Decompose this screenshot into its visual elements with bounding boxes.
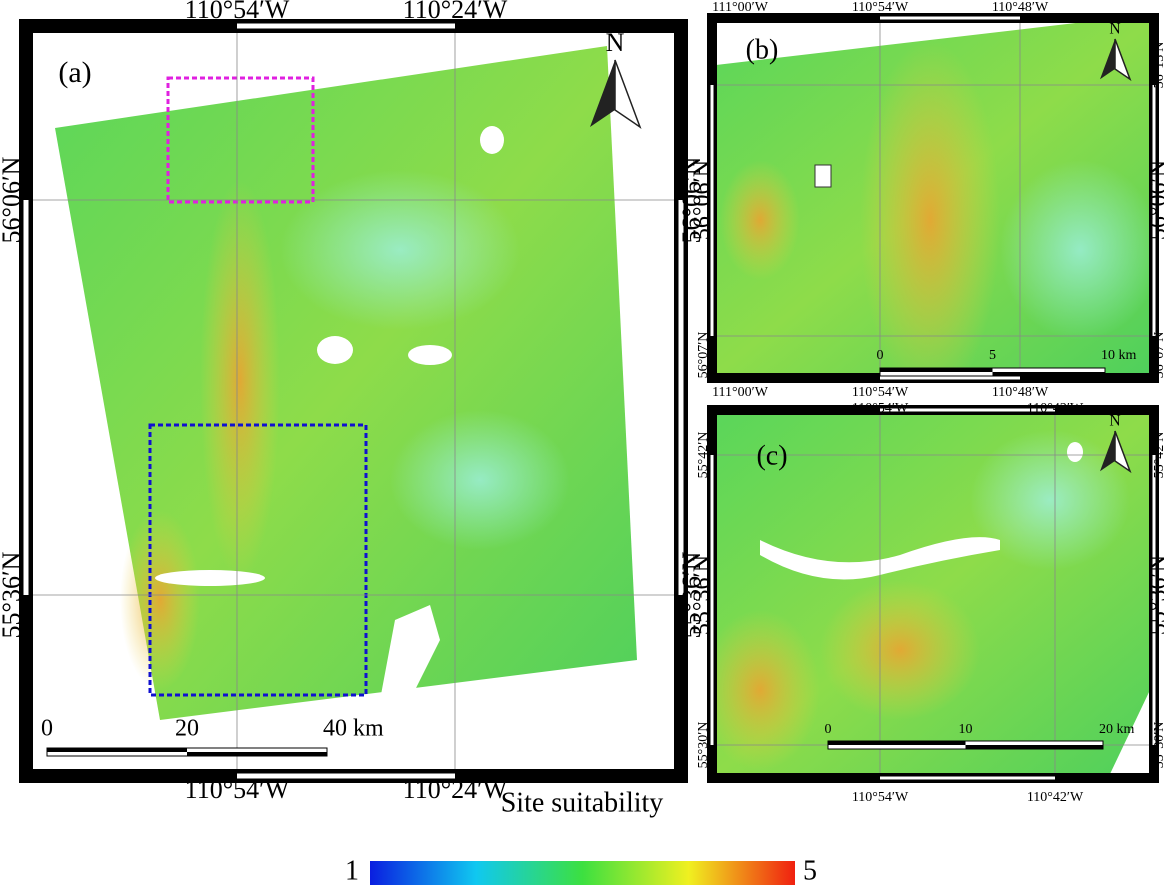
north-arrow — [614, 59, 642, 129]
map-c — [716, 414, 1150, 774]
lat-label: 56°06′N — [1146, 160, 1164, 240]
lat-label: 56°13′N — [1152, 42, 1164, 89]
panel-label: (b) — [746, 34, 779, 65]
lat-label: 55°30′N — [696, 722, 711, 769]
lat-label: 56°06′N — [0, 156, 26, 243]
frame-segment — [237, 23, 455, 29]
frame-segment — [880, 16, 1020, 20]
scale-label: 10 km — [1101, 348, 1137, 363]
lat-label: 55°36′N — [677, 551, 706, 638]
lat-label: 55°36′N — [0, 551, 26, 638]
frame-segment — [880, 408, 1055, 412]
panel: (c) 110°54′W 110°42′W 110°54′W 110°42′W 55°42… — [690, 401, 1164, 805]
map-a — [55, 46, 637, 720]
map-b — [716, 22, 1150, 374]
scale-bar — [965, 745, 1103, 749]
north-arrow — [590, 60, 615, 127]
scale-bar — [47, 748, 187, 752]
lon-label: 110°48′W — [992, 385, 1049, 400]
frame-segment — [237, 773, 455, 779]
scale-bar — [828, 741, 966, 745]
lon-label: 110°54′W — [852, 0, 909, 15]
scale-label: 20 km — [1099, 722, 1135, 737]
colorbar-ramp — [370, 861, 795, 885]
lat-label: 55°42′N — [696, 432, 711, 479]
lat-label: 56°07′N — [1152, 332, 1164, 379]
lon-label: 110°42′W — [1027, 401, 1084, 416]
panel: (b) 111°00′W 110°54′W 110°48′W 111°00′W 110°5… — [690, 0, 1164, 400]
lon-label: 110°54′W — [185, 0, 290, 24]
north-label: N — [606, 28, 625, 57]
colorbar-max: 5 — [803, 855, 817, 886]
panel-label: (a) — [58, 56, 91, 89]
lon-label: 110°24′W — [403, 0, 508, 24]
scale-label: 5 — [989, 348, 996, 363]
lat-label: 56°06′N — [677, 156, 706, 243]
lon-label: 111°00′W — [712, 385, 769, 400]
scale-bar — [187, 752, 327, 756]
scale-label: 0 — [825, 722, 832, 737]
north-label: N — [1109, 413, 1120, 430]
north-arrow — [1114, 38, 1132, 82]
lat-label: 56°07′N — [696, 332, 711, 379]
colorbar-min: 1 — [345, 855, 359, 886]
scale-label: 0 — [41, 716, 53, 742]
frame-segment — [710, 455, 714, 745]
lon-label: 110°54′W — [852, 401, 909, 416]
lat-label: 55°36′N — [690, 555, 716, 635]
north-label: N — [1109, 21, 1120, 38]
scale-label: 20 — [175, 716, 199, 742]
scale-bar — [992, 372, 1105, 376]
panel: (a) 110°54′W 110°24′W 110°54′W 110°24′W 56°06… — [0, 0, 706, 804]
frame-segment — [678, 200, 684, 595]
lat-label: 56°06′N — [690, 160, 716, 240]
lon-label: 111°00′W — [712, 0, 769, 15]
lat-label: 55°36′N — [1146, 555, 1164, 635]
lat-label: 55°42′N — [1152, 432, 1164, 479]
lon-label: 110°54′W — [852, 790, 909, 805]
lon-label: 110°48′W — [992, 0, 1049, 15]
lon-label: 110°54′W — [185, 775, 290, 804]
lon-label: 110°24′W — [403, 775, 508, 804]
scale-label: 0 — [877, 348, 884, 363]
frame-segment — [710, 85, 714, 336]
lon-label: 110°54′W — [852, 385, 909, 400]
colorbar-title: Site suitability — [501, 787, 664, 818]
scale-bar — [880, 368, 993, 372]
scale-label: 40 km — [323, 716, 384, 742]
lon-label: 110°42′W — [1027, 790, 1084, 805]
lat-label: 55°30′N — [1152, 722, 1164, 769]
frame-segment — [1152, 455, 1156, 745]
north-arrow — [1100, 431, 1115, 472]
scale-label: 10 — [959, 722, 973, 737]
north-arrow — [1100, 39, 1115, 80]
frame-segment — [1152, 85, 1156, 336]
frame-segment — [880, 376, 1020, 380]
frame-segment — [23, 200, 29, 595]
frame-segment — [880, 776, 1055, 780]
north-arrow — [1114, 430, 1132, 474]
colorbar: Site suitability 1 5 — [345, 787, 817, 886]
panel-label: (c) — [756, 440, 787, 471]
